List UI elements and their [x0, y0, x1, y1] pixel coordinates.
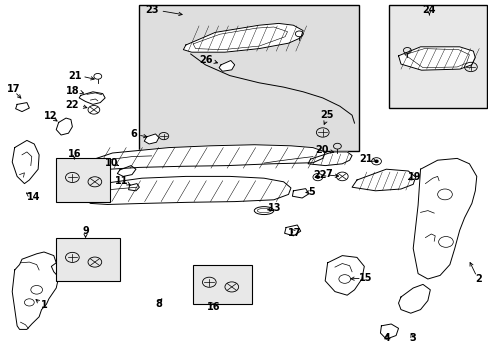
Text: 13: 13	[267, 203, 281, 213]
Text: 22: 22	[313, 170, 326, 180]
Bar	[56, 238, 120, 281]
Text: 4: 4	[383, 333, 390, 343]
Text: 14: 14	[26, 192, 40, 202]
Text: 21: 21	[68, 71, 81, 81]
Text: 9: 9	[82, 226, 89, 236]
Polygon shape	[16, 103, 29, 112]
Text: 17: 17	[287, 228, 301, 238]
Polygon shape	[144, 134, 159, 144]
Text: 19: 19	[407, 172, 421, 182]
Text: 2: 2	[474, 274, 481, 284]
Text: 12: 12	[43, 111, 57, 121]
Text: 17: 17	[7, 84, 20, 94]
Polygon shape	[307, 152, 351, 166]
Polygon shape	[398, 284, 429, 313]
Text: 23: 23	[144, 5, 158, 15]
Text: 1: 1	[41, 300, 47, 310]
Text: 21: 21	[358, 154, 372, 164]
Text: 15: 15	[358, 273, 372, 283]
Text: 8: 8	[155, 299, 162, 309]
Polygon shape	[284, 225, 300, 236]
Circle shape	[374, 160, 377, 162]
Text: 16: 16	[67, 149, 81, 159]
Text: 26: 26	[199, 55, 213, 66]
Text: 3: 3	[409, 333, 416, 343]
Polygon shape	[85, 145, 325, 169]
Polygon shape	[292, 189, 308, 198]
Text: 11: 11	[114, 176, 128, 186]
Text: 18: 18	[65, 86, 79, 96]
Bar	[56, 158, 110, 202]
Ellipse shape	[254, 207, 273, 215]
Polygon shape	[183, 23, 303, 52]
Polygon shape	[83, 176, 290, 204]
Polygon shape	[219, 60, 234, 71]
Circle shape	[316, 176, 319, 178]
Polygon shape	[12, 252, 59, 329]
Polygon shape	[325, 256, 364, 295]
Bar	[139, 5, 359, 151]
Text: 24: 24	[422, 5, 435, 15]
Polygon shape	[398, 47, 474, 70]
Text: 6: 6	[130, 129, 137, 139]
Bar	[388, 5, 486, 108]
Polygon shape	[12, 140, 39, 184]
Text: 7: 7	[325, 168, 331, 179]
Polygon shape	[56, 118, 72, 135]
Polygon shape	[380, 324, 398, 339]
Text: 20: 20	[314, 145, 328, 156]
Text: 10: 10	[104, 158, 118, 168]
Text: 25: 25	[319, 110, 333, 120]
Polygon shape	[79, 92, 105, 104]
Text: 22: 22	[65, 100, 79, 110]
Polygon shape	[351, 169, 415, 191]
Polygon shape	[117, 166, 136, 176]
Polygon shape	[412, 158, 476, 279]
Bar	[193, 265, 251, 304]
Text: 16: 16	[207, 302, 221, 312]
Text: 5: 5	[308, 186, 315, 197]
